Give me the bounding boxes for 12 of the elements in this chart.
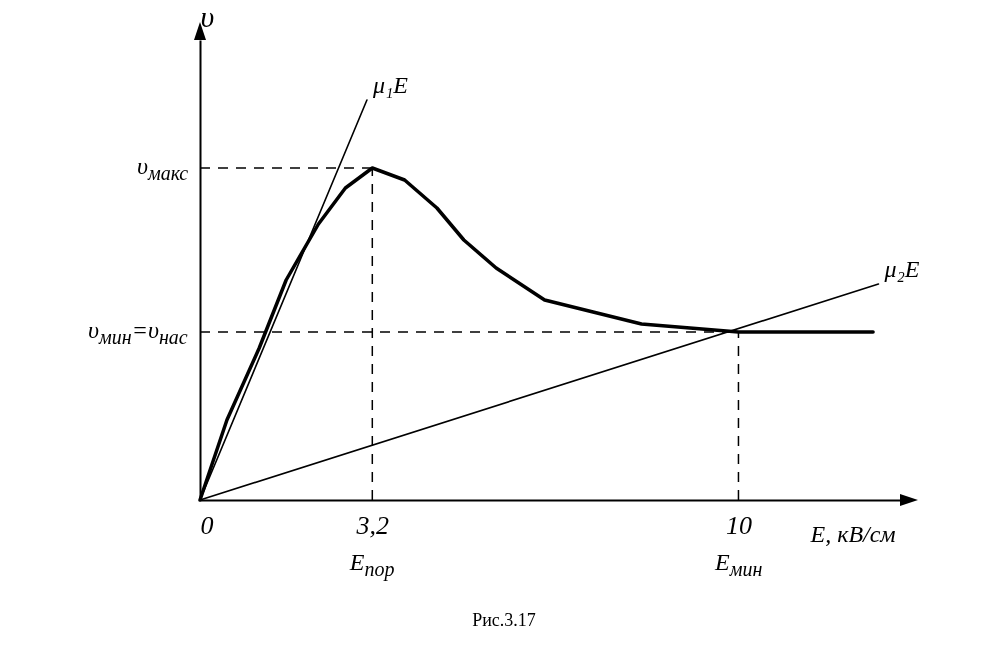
ref-line-label: υ$_{макс}$ <box>137 152 189 184</box>
ref-line-label: E$_{мин}$ <box>714 549 763 580</box>
y-axis-title: υ <box>200 0 215 33</box>
ref-line-label: υ$_{мин}$=υ$_{нас}$ <box>88 316 188 348</box>
ref-line-label: E$_{пор}$ <box>349 549 395 580</box>
x-tick-label: 3,2 <box>355 510 390 540</box>
series-label: μ₂E <box>883 256 920 282</box>
series-label: μ₁E <box>371 72 409 98</box>
x-tick-label: 0 <box>200 510 214 540</box>
x-tick-label: 10 <box>725 510 752 540</box>
x-axis-title: E, кВ/см <box>809 520 896 547</box>
text: Рис.3.17 <box>471 610 537 631</box>
